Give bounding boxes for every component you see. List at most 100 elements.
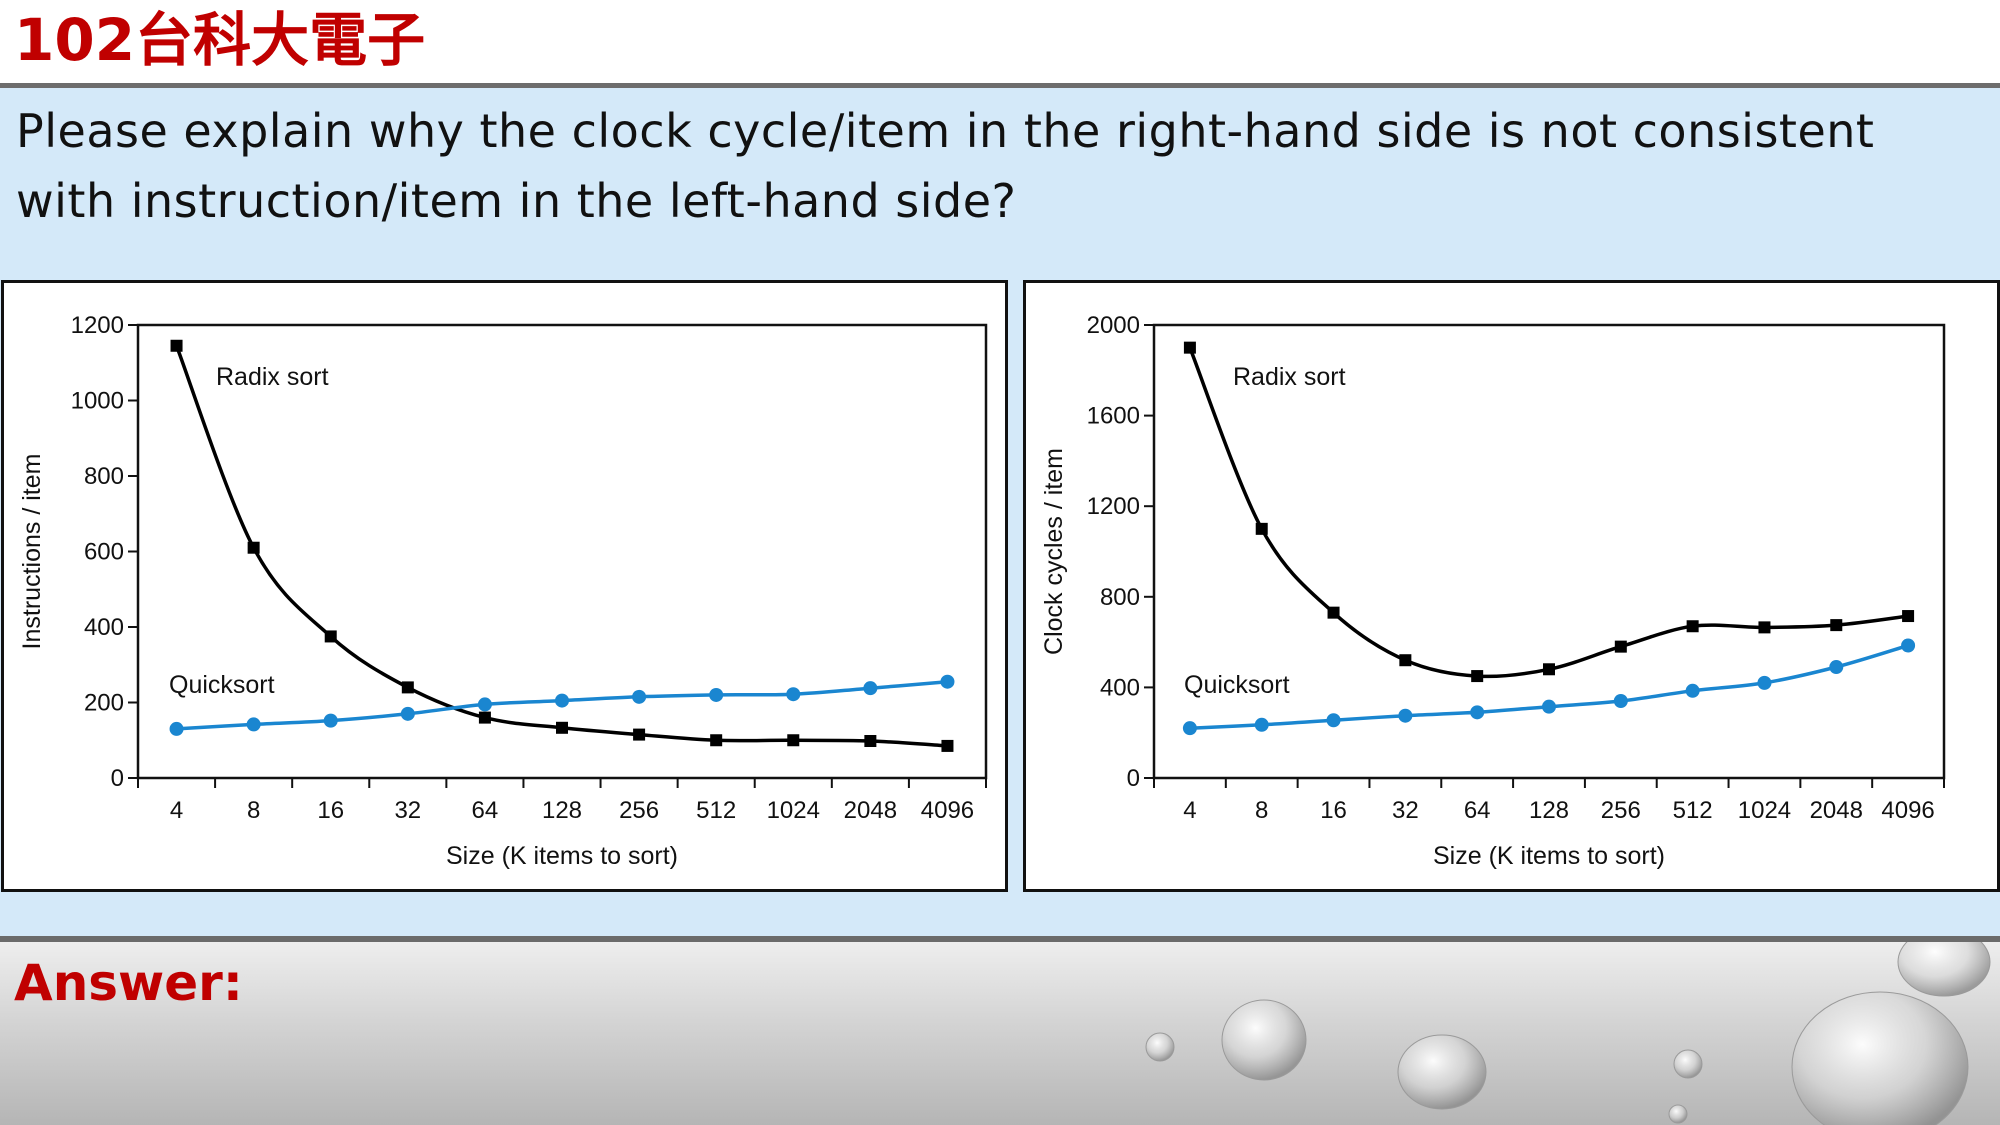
instructions-chart-panel: 0 200 400 600 800 1000 1200 4 8 16 32 64 128 256 512 10… xyxy=(1,280,1008,892)
y-tick-label: 2000 xyxy=(1087,312,1140,339)
data-point xyxy=(1182,721,1197,736)
data-point xyxy=(1398,708,1413,723)
data-point xyxy=(169,721,184,736)
series-label-quicksort: Quicksort xyxy=(1184,671,1290,699)
y-tick-label: 0 xyxy=(1127,765,1140,792)
x-tick-label: 128 xyxy=(1529,797,1569,824)
series-label-quicksort: Quicksort xyxy=(169,671,275,699)
x-tick-label: 2048 xyxy=(844,797,897,824)
y-tick-label: 1000 xyxy=(71,388,124,415)
answer-divider xyxy=(0,936,2000,942)
x-axis-label: Size (K items to sort) xyxy=(446,842,678,870)
slide-header: 102台科大電子 xyxy=(0,0,2000,83)
data-point xyxy=(170,339,183,352)
x-tick-label: 1024 xyxy=(1738,797,1791,824)
data-point xyxy=(1254,717,1269,732)
droplet-shape xyxy=(1145,1032,1175,1062)
data-point xyxy=(478,711,491,724)
data-point xyxy=(1614,640,1627,653)
y-tick-label: 800 xyxy=(84,463,124,490)
data-point xyxy=(632,689,647,704)
x-tick-label: 32 xyxy=(394,797,421,824)
series-line-radix-sort xyxy=(174,345,948,748)
data-point xyxy=(1326,713,1341,728)
series-line-quicksort xyxy=(1189,643,1909,730)
data-point xyxy=(1902,610,1915,623)
data-point xyxy=(864,735,877,748)
data-point xyxy=(246,717,261,732)
x-tick-label: 16 xyxy=(317,797,344,824)
data-point xyxy=(786,687,801,702)
plot-frame xyxy=(136,323,988,780)
data-point xyxy=(1829,660,1844,675)
droplet-shape xyxy=(1397,1034,1487,1110)
data-point xyxy=(323,713,338,728)
x-axis-label: Size (K items to sort) xyxy=(1433,842,1665,870)
answer-label: Answer: xyxy=(14,954,243,1012)
data-point xyxy=(400,706,415,721)
y-tick-label: 600 xyxy=(84,539,124,566)
header-divider xyxy=(0,83,2000,88)
data-point xyxy=(1685,683,1700,698)
data-point xyxy=(1830,619,1843,632)
slide-title: 102台科大電子 xyxy=(14,6,426,74)
answer-area xyxy=(0,942,2000,1125)
data-point xyxy=(1686,620,1699,633)
data-point xyxy=(1613,693,1628,708)
x-tick-label: 512 xyxy=(1673,797,1713,824)
data-point xyxy=(787,734,800,747)
y-axis-label: Instructions / item xyxy=(18,454,46,650)
x-tick-label: 512 xyxy=(696,797,736,824)
droplet-shape xyxy=(1791,991,1969,1125)
data-point xyxy=(710,734,723,747)
x-tick-label: 32 xyxy=(1392,797,1419,824)
series-label-radix-sort: Radix sort xyxy=(1233,363,1346,391)
data-point xyxy=(401,681,414,694)
x-tick-label: 4 xyxy=(1183,797,1196,824)
x-tick-label: 256 xyxy=(1601,797,1641,824)
data-point xyxy=(555,693,569,708)
y-axis-label: Clock cycles / item xyxy=(1040,448,1068,655)
x-tick-label: 1024 xyxy=(767,797,820,824)
x-tick-label: 16 xyxy=(1320,797,1347,824)
data-point xyxy=(940,674,955,689)
x-tick-label: 64 xyxy=(472,797,499,824)
series-label-radix-sort: Radix sort xyxy=(216,363,329,391)
x-tick-label: 4096 xyxy=(1881,797,1934,824)
data-point xyxy=(1542,699,1556,714)
data-point xyxy=(1470,705,1485,720)
data-point xyxy=(247,541,260,554)
x-tick-label: 2048 xyxy=(1810,797,1863,824)
data-point xyxy=(1471,670,1484,683)
data-point xyxy=(633,728,646,741)
droplet-shape xyxy=(1221,999,1307,1081)
droplet-shape xyxy=(1673,1049,1703,1079)
y-tick-label: 1200 xyxy=(1087,493,1140,520)
data-point xyxy=(1757,675,1772,690)
x-tick-label: 8 xyxy=(247,797,260,824)
data-point xyxy=(1327,606,1340,619)
droplet-shape xyxy=(1897,942,1991,997)
data-point xyxy=(1901,638,1916,653)
clock-cycles-chart-panel: 0 400 800 1200 1600 2000 4 8 16 32 64 128 256 512 1024… xyxy=(1023,280,2000,892)
data-point xyxy=(324,630,337,643)
data-point xyxy=(477,697,492,712)
y-tick-label: 1200 xyxy=(71,312,124,339)
water-droplets-decoration xyxy=(1145,942,1991,1125)
data-point xyxy=(941,739,954,752)
plot-frame xyxy=(1152,323,1946,780)
x-tick-label: 8 xyxy=(1255,797,1268,824)
series-line-radix-sort xyxy=(1188,347,1909,679)
data-point xyxy=(1758,621,1771,634)
data-point xyxy=(863,681,878,696)
y-tick-label: 0 xyxy=(111,765,124,792)
data-point xyxy=(1543,663,1555,676)
data-point xyxy=(709,687,724,702)
y-tick-label: 1600 xyxy=(1087,403,1140,430)
x-tick-label: 64 xyxy=(1464,797,1491,824)
x-tick-label: 4 xyxy=(170,797,183,824)
x-tick-label: 128 xyxy=(542,797,582,824)
instructions-per-item-chart: 0 200 400 600 800 1000 1200 4 8 16 32 64 128 256 512 10… xyxy=(18,312,988,870)
data-point xyxy=(1183,341,1196,354)
y-tick-label: 400 xyxy=(1100,674,1140,701)
